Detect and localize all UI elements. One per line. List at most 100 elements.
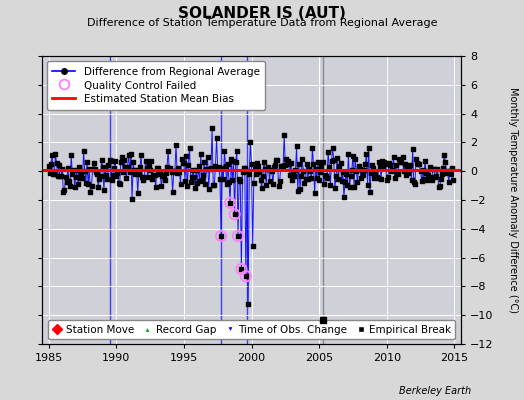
Point	[346, 173, 355, 179]
Point	[101, 164, 109, 171]
Point	[351, 156, 359, 162]
Point	[263, 166, 271, 172]
Point	[226, 200, 234, 206]
Point	[51, 151, 60, 157]
Point	[365, 145, 373, 151]
Point	[198, 176, 206, 183]
Point	[312, 166, 320, 172]
Point	[147, 158, 156, 164]
Point	[96, 173, 105, 179]
Point	[268, 167, 276, 174]
Point	[362, 151, 370, 157]
Point	[125, 151, 133, 158]
Point	[334, 176, 343, 182]
Point	[202, 166, 211, 172]
Point	[60, 187, 69, 193]
Point	[228, 177, 236, 183]
Point	[253, 160, 261, 167]
Point	[175, 168, 183, 175]
Point	[278, 162, 286, 169]
Point	[370, 175, 378, 181]
Point	[290, 173, 299, 180]
Point	[140, 174, 149, 180]
Point	[333, 154, 341, 161]
Point	[85, 166, 93, 172]
Point	[441, 159, 450, 165]
Point	[209, 181, 217, 188]
Point	[200, 159, 209, 166]
Point	[272, 156, 280, 163]
Point	[138, 174, 146, 180]
Point	[376, 164, 384, 170]
Point	[133, 167, 141, 174]
Point	[63, 165, 72, 171]
Point	[265, 178, 274, 184]
Point	[373, 173, 381, 180]
Point	[405, 167, 413, 173]
Point	[398, 154, 407, 160]
Point	[148, 176, 157, 182]
Point	[344, 150, 353, 157]
Point	[52, 160, 61, 166]
Point	[340, 194, 348, 200]
Point	[57, 173, 66, 180]
Point	[145, 162, 153, 169]
Point	[275, 183, 283, 189]
Point	[48, 152, 56, 158]
Point	[315, 176, 323, 183]
Point	[100, 187, 108, 194]
Point	[280, 132, 288, 138]
Point	[413, 160, 421, 166]
Point	[231, 211, 239, 218]
Point	[171, 167, 179, 174]
Point	[267, 166, 275, 173]
Point	[427, 174, 435, 180]
Point	[281, 162, 290, 168]
Point	[177, 181, 185, 187]
Point	[102, 172, 111, 178]
Point	[59, 189, 68, 195]
Point	[343, 182, 352, 188]
Point	[128, 196, 136, 203]
Y-axis label: Monthly Temperature Anomaly Difference (°C): Monthly Temperature Anomaly Difference (…	[508, 87, 518, 313]
Point	[129, 159, 137, 166]
Point	[105, 157, 114, 163]
Point	[137, 152, 145, 158]
Point	[423, 177, 431, 183]
Point	[58, 165, 67, 172]
Point	[320, 181, 328, 187]
Point	[330, 157, 338, 163]
Point	[226, 200, 234, 206]
Point	[262, 182, 270, 188]
Point	[391, 162, 400, 168]
Point	[236, 178, 244, 184]
Point	[231, 211, 239, 218]
Point	[341, 179, 349, 186]
Point	[158, 172, 167, 179]
Point	[181, 178, 189, 184]
Point	[188, 174, 196, 180]
Point	[448, 164, 456, 171]
Point	[301, 176, 310, 182]
Point	[123, 164, 132, 170]
Point	[210, 182, 219, 189]
Point	[95, 176, 104, 182]
Point	[269, 180, 277, 187]
Point	[445, 168, 454, 174]
Point	[430, 165, 438, 172]
Point	[189, 167, 197, 173]
Point	[254, 163, 263, 169]
Point	[187, 179, 195, 185]
Point	[182, 153, 190, 159]
Point	[308, 145, 316, 151]
Point	[117, 159, 125, 166]
Point	[223, 181, 231, 187]
Point	[302, 161, 311, 167]
Point	[99, 164, 107, 171]
Point	[380, 159, 389, 166]
Point	[222, 163, 230, 169]
Point	[396, 159, 405, 166]
Point	[170, 168, 178, 175]
Point	[296, 186, 304, 192]
Point	[297, 173, 305, 180]
